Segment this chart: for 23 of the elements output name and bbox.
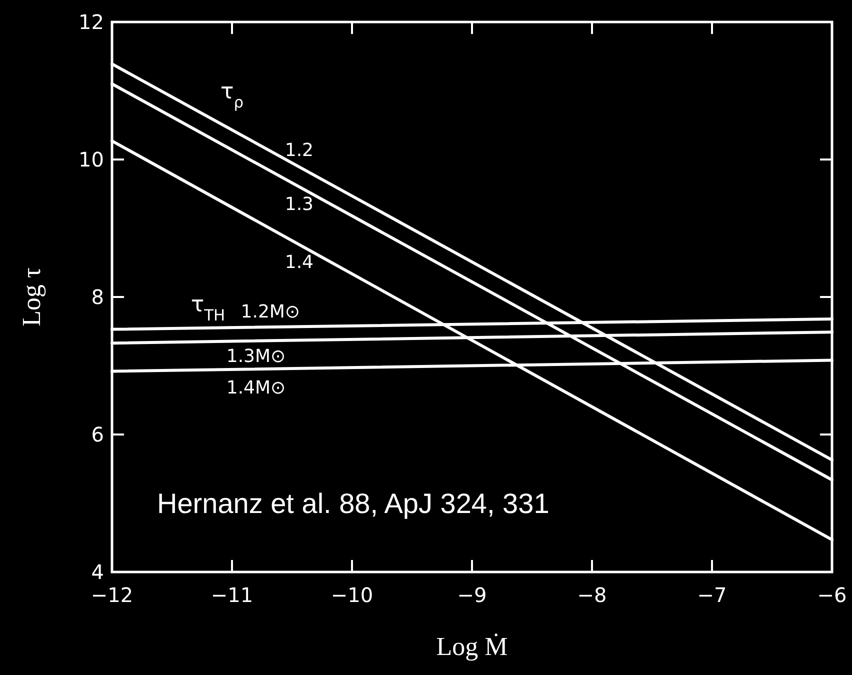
series-label: 1.4M⊙ xyxy=(226,377,286,398)
y-tick-label: 6 xyxy=(91,422,104,446)
annotation: τ$_{ρ}$ xyxy=(220,80,244,112)
x-tick-label: −6 xyxy=(817,583,847,607)
series-label: 1.3 xyxy=(284,194,314,216)
x-axis-title: Log Ṁ xyxy=(436,632,508,661)
annotation: τ$_{TH}$ xyxy=(190,292,226,325)
y-axis-title: Log τ xyxy=(17,268,46,326)
y-tick-label: 10 xyxy=(78,148,104,172)
y-tick-label: 4 xyxy=(91,560,104,584)
series-label: 1.3M⊙ xyxy=(226,346,286,368)
x-tick-label: −7 xyxy=(697,583,727,607)
x-tick-label: −9 xyxy=(457,583,487,607)
x-tick-label: −12 xyxy=(90,583,134,607)
y-tick-label: 12 xyxy=(78,10,104,34)
annotation: Hernanz et al. 88, ApJ 324, 331 xyxy=(157,488,550,520)
y-tick-label: 8 xyxy=(91,285,104,309)
x-tick-label: −11 xyxy=(210,583,254,607)
x-tick-label: −8 xyxy=(577,583,607,607)
series-label: 1.2M⊙ xyxy=(240,301,300,322)
series-label: 1.2 xyxy=(284,140,314,162)
x-tick-label: −10 xyxy=(330,583,374,607)
series-label: 1.4 xyxy=(284,252,314,273)
